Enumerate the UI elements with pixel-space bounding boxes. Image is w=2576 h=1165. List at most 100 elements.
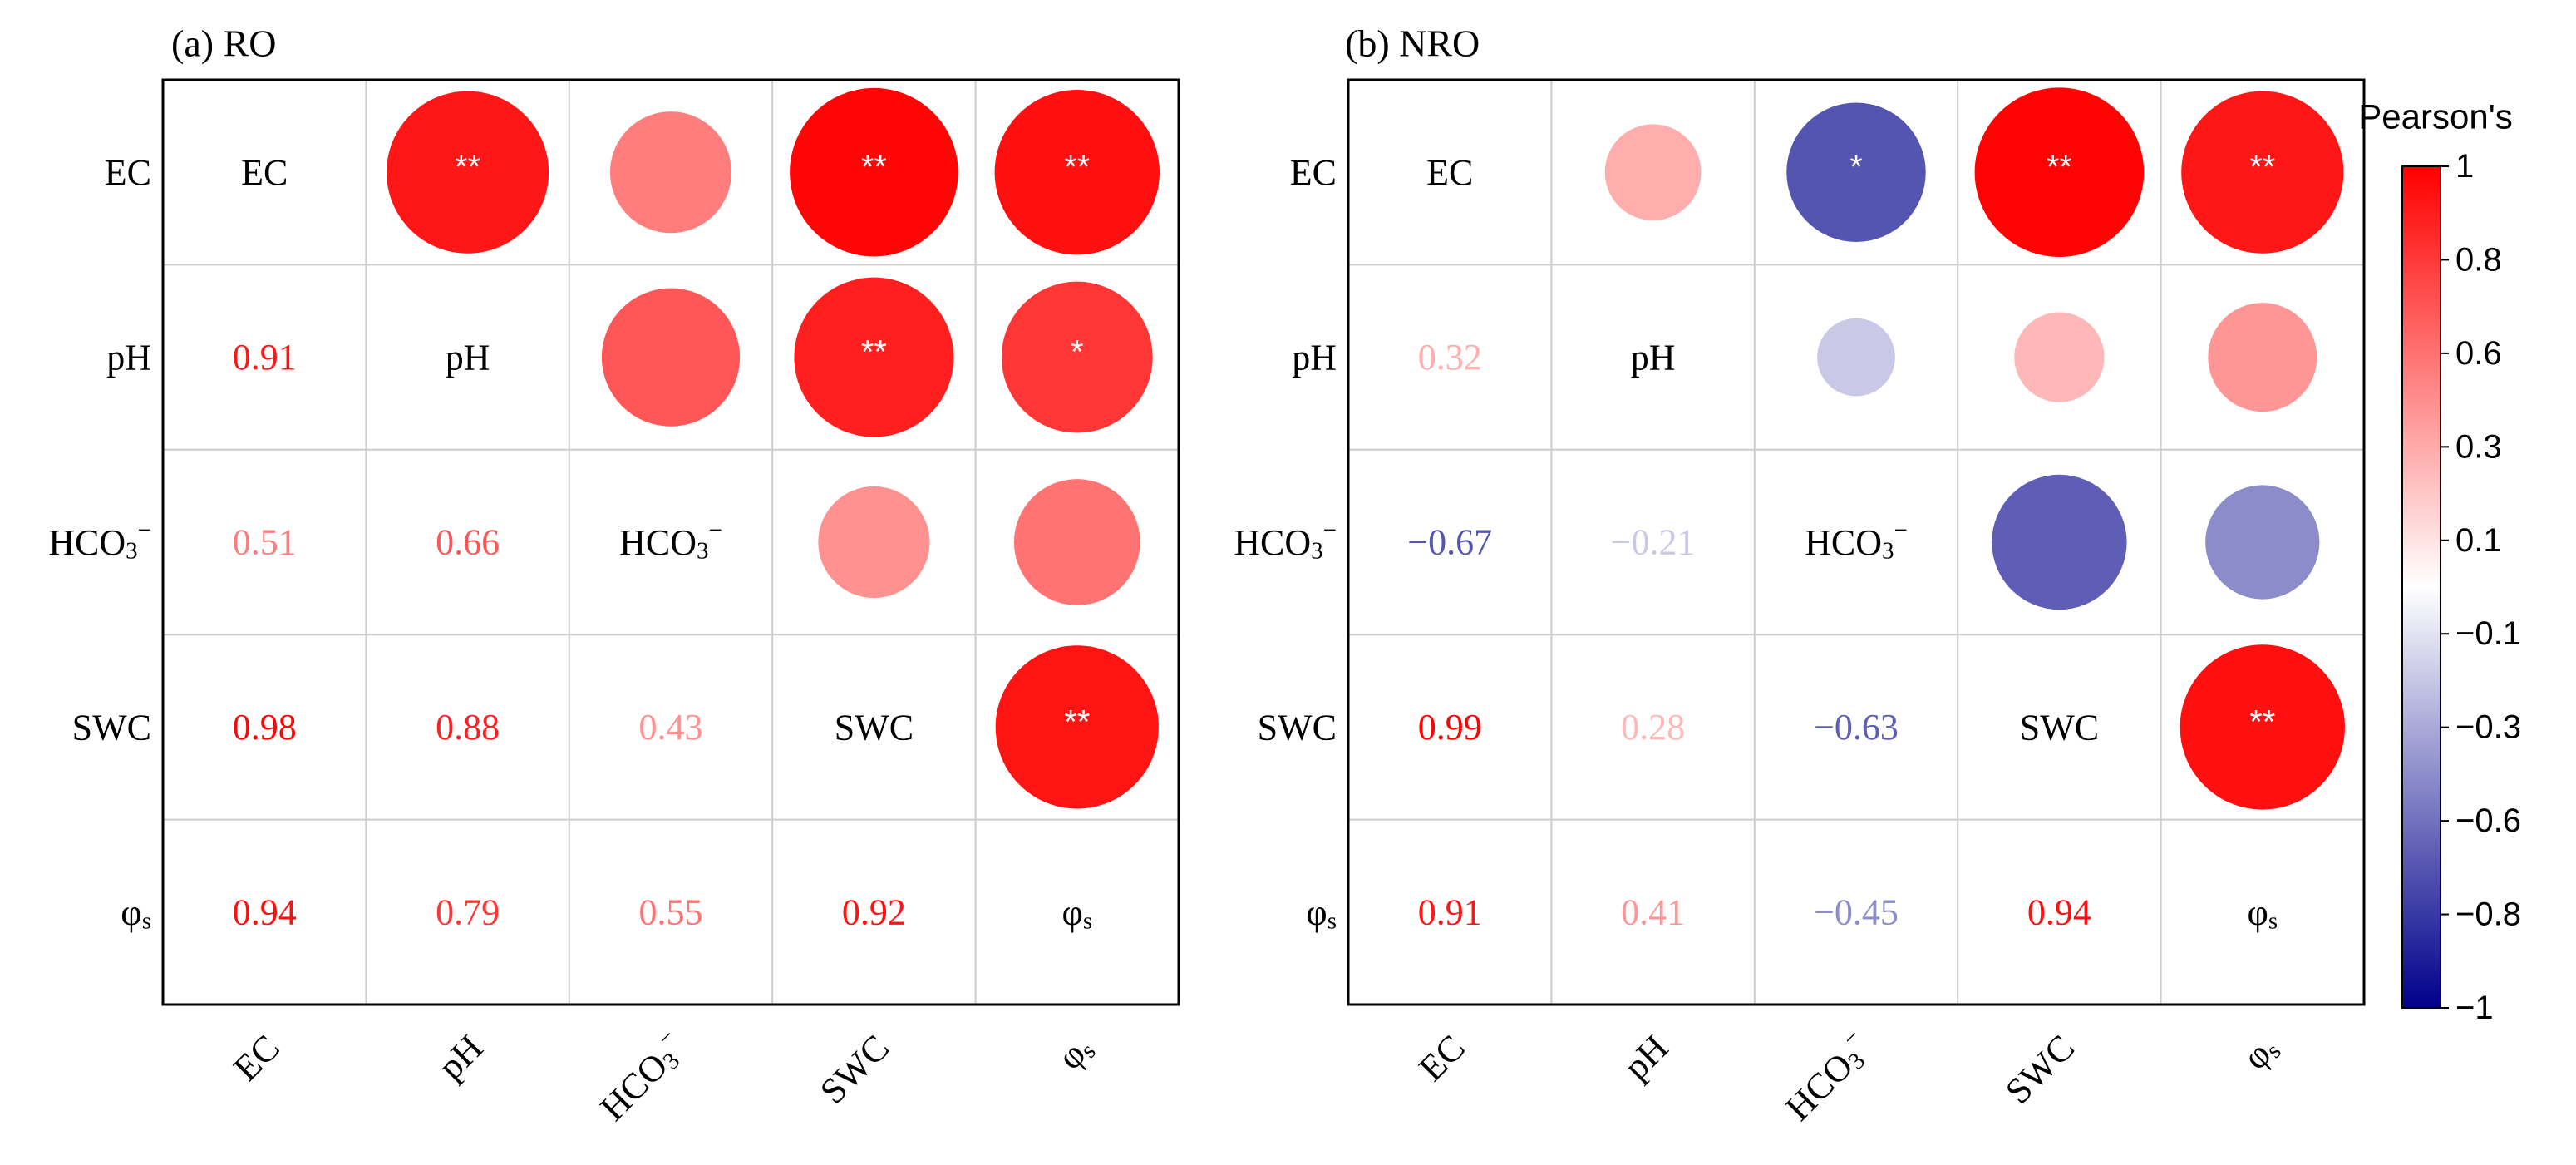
colorbar-tick-label: 0.8 (2455, 241, 2502, 278)
correlation-value: 0.94 (233, 891, 297, 932)
panel-frame (161, 78, 1180, 1006)
diagonal-label: HCO3− (619, 517, 722, 565)
significance-mark: ** (861, 334, 887, 371)
diagonal-label: pH (446, 337, 490, 378)
colorbar-tick-label: −0.1 (2455, 615, 2521, 652)
significance-mark: ** (455, 149, 480, 185)
colorbar-tick-label: −0.8 (2455, 896, 2521, 933)
row-label: EC (1290, 152, 1337, 193)
diagonal-label: HCO3− (1805, 517, 1908, 565)
significance-mark: ** (1064, 149, 1090, 185)
row-label: SWC (72, 707, 151, 748)
column-label: SWC (1997, 1027, 2082, 1112)
diagonal-label: pH (1631, 337, 1676, 378)
row-label: pH (1292, 337, 1337, 378)
correlation-value: 0.91 (1418, 891, 1482, 932)
diagonal-label: φs (1061, 891, 1092, 934)
panel-title: (a) RO (171, 22, 276, 65)
panel-title: (b) NRO (1345, 22, 1480, 65)
significance-mark: * (1849, 149, 1863, 185)
column-label: EC (1411, 1027, 1472, 1088)
significance-mark: ** (2249, 149, 2275, 185)
column-label: φs (2235, 1027, 2287, 1079)
colorbar-tick-label: 1 (2455, 148, 2474, 185)
colorbar-title: Pearson's (2358, 97, 2512, 136)
row-label: φs (121, 891, 151, 934)
column-label: pH (1615, 1027, 1676, 1088)
significance-mark: ** (2249, 703, 2275, 740)
correlation-circle (601, 288, 741, 427)
colorbar-tick-label: −0.6 (2455, 802, 2521, 839)
correlation-value: 0.99 (1418, 707, 1482, 748)
row-label: EC (105, 152, 151, 193)
column-label: EC (225, 1027, 287, 1088)
correlation-circle (994, 90, 1160, 255)
colorbar-tick-label: −0.3 (2455, 709, 2521, 746)
diagonal-label: SWC (835, 707, 914, 748)
correlation-circle (818, 486, 930, 599)
correlation-circle (794, 277, 954, 437)
colorbar-tick-label: −1 (2455, 990, 2494, 1026)
correlation-circle (1992, 474, 2127, 610)
diagonal-label: SWC (2020, 707, 2099, 748)
correlation-value: 0.43 (639, 707, 703, 748)
correlation-circle (2180, 644, 2345, 810)
colorbar-tick-label: 0.3 (2455, 428, 2502, 465)
row-label: φs (1306, 891, 1337, 934)
correlation-circle (2181, 91, 2344, 254)
correlation-value: 0.28 (1621, 707, 1685, 748)
correlation-value: 0.94 (2027, 891, 2091, 932)
correlation-value: 0.91 (233, 337, 297, 378)
correlation-value: 0.66 (436, 522, 500, 563)
correlation-circle (387, 91, 549, 254)
correlation-value: 0.98 (233, 707, 297, 748)
significance-mark: ** (1064, 703, 1090, 740)
correlation-circle (1817, 318, 1895, 397)
significance-mark: ** (861, 149, 887, 185)
column-label: pH (430, 1027, 490, 1088)
correlation-value: −0.63 (1814, 707, 1899, 748)
column-label: HCO3− (589, 1024, 695, 1130)
colorbar-tick-label: 0.6 (2455, 335, 2502, 372)
correlation-circle (2205, 485, 2320, 600)
colorbar-tick-label: 0.1 (2455, 522, 2502, 559)
correlation-circle (1604, 124, 1702, 221)
column-label: HCO3− (1774, 1024, 1880, 1130)
correlation-value: −0.67 (1407, 522, 1492, 563)
correlation-value: 0.32 (1418, 337, 1482, 378)
correlation-circle (2208, 303, 2317, 412)
colorbar: Pearson's 1 0.8 0.6 0.3 0.1 −0.1 −0.3 −0.6 −0.8 −1 (2358, 97, 2521, 1027)
correlation-value: 0.51 (233, 522, 297, 563)
correlation-value: 0.79 (436, 891, 500, 932)
row-label: HCO3− (48, 517, 151, 565)
row-label: SWC (1258, 707, 1337, 748)
correlation-circle (790, 87, 958, 257)
correlation-value: 0.92 (842, 891, 906, 932)
panel-frame (1347, 78, 2366, 1006)
correlation-circle (1001, 281, 1153, 433)
correlation-circle (609, 111, 732, 234)
correlation-circle (1013, 479, 1140, 605)
colorbar-gradient (2401, 165, 2441, 1009)
correlation-circle (1974, 87, 2145, 257)
correlation-value: −0.21 (1611, 522, 1696, 563)
correlation-value: 0.41 (1621, 891, 1685, 932)
diagonal-label: EC (241, 152, 288, 193)
correlation-circle (995, 645, 1159, 809)
correlation-circle (1786, 102, 1926, 242)
diagonal-label: φs (2247, 891, 2278, 934)
column-label: SWC (812, 1027, 897, 1112)
column-label: φs (1050, 1027, 1101, 1079)
diagonal-label: EC (1426, 152, 1473, 193)
significance-mark: * (1071, 334, 1084, 371)
row-label: HCO3− (1234, 517, 1337, 565)
correlation-circle (2014, 312, 2105, 402)
significance-mark: ** (2047, 149, 2072, 185)
correlation-value: −0.45 (1814, 891, 1899, 932)
row-label: pH (106, 337, 151, 378)
correlation-value: 0.88 (436, 707, 500, 748)
